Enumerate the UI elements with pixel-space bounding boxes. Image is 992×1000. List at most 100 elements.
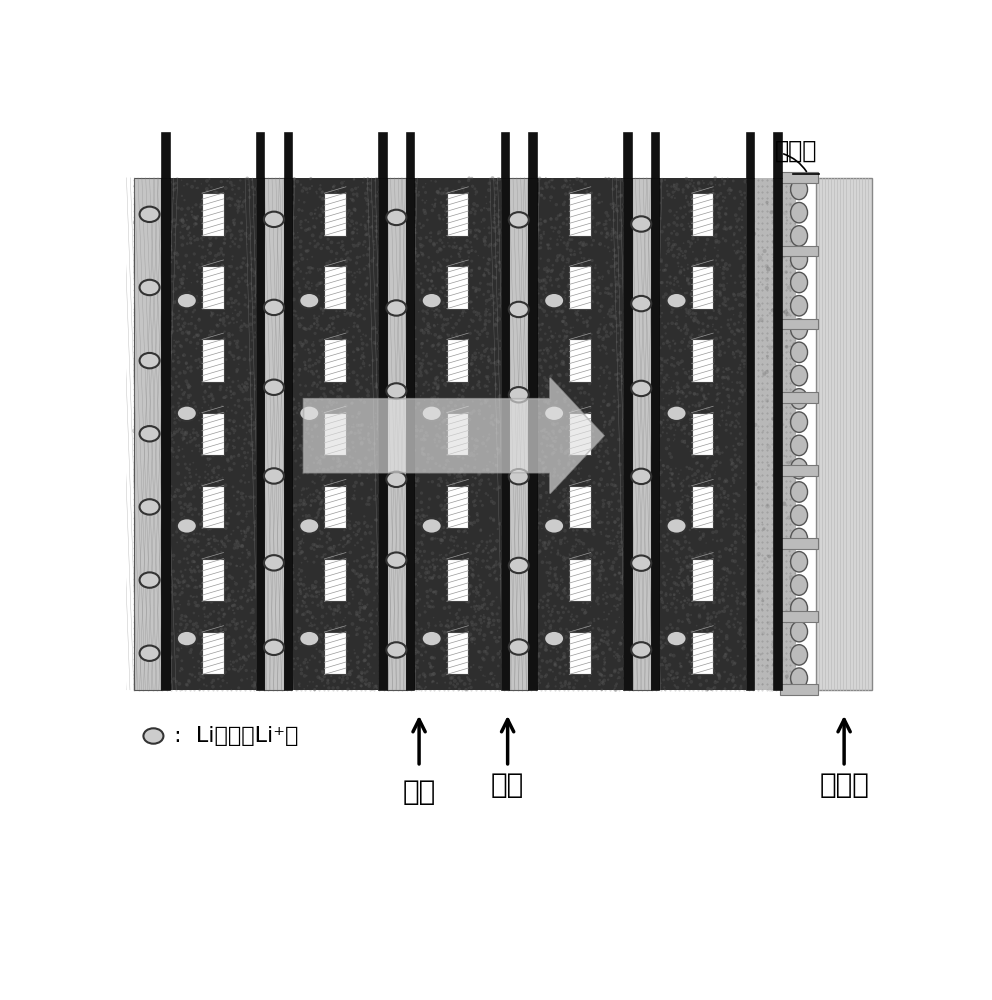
Point — [720, 399, 736, 415]
Point — [335, 242, 351, 258]
Point — [183, 235, 198, 251]
Point — [277, 527, 293, 543]
Point — [633, 431, 649, 447]
Point — [736, 495, 752, 511]
Point — [437, 431, 453, 447]
Ellipse shape — [631, 296, 651, 311]
Point — [183, 429, 198, 445]
Point — [411, 279, 427, 295]
Point — [127, 305, 143, 321]
Point — [331, 647, 347, 663]
Point — [463, 267, 479, 283]
Point — [485, 417, 501, 433]
Point — [315, 237, 331, 253]
Point — [343, 278, 359, 294]
Point — [167, 197, 183, 213]
Point — [723, 452, 739, 468]
Bar — [691, 339, 713, 382]
Point — [470, 377, 486, 393]
Point — [544, 219, 559, 235]
Point — [595, 674, 611, 690]
Point — [213, 624, 229, 640]
Point — [717, 646, 733, 662]
Point — [348, 566, 364, 582]
Point — [549, 293, 564, 309]
Point — [615, 649, 631, 665]
Point — [549, 430, 564, 446]
Point — [225, 658, 241, 674]
Point — [317, 620, 333, 636]
Point — [606, 204, 622, 220]
Point — [710, 217, 726, 233]
Point — [418, 604, 434, 620]
Point — [633, 613, 649, 629]
Point — [242, 227, 258, 243]
Ellipse shape — [386, 210, 407, 225]
Point — [415, 191, 431, 207]
Point — [226, 352, 242, 368]
Point — [374, 588, 390, 604]
Point — [225, 441, 241, 457]
Point — [489, 606, 505, 622]
Point — [226, 414, 242, 430]
Point — [533, 490, 549, 506]
Point — [444, 665, 460, 681]
Point — [601, 499, 617, 515]
Point — [710, 234, 726, 250]
Point — [568, 608, 584, 624]
Point — [203, 309, 219, 325]
Point — [565, 176, 581, 192]
Point — [573, 218, 589, 234]
Point — [310, 288, 326, 304]
Point — [209, 582, 225, 598]
Point — [408, 383, 424, 399]
Point — [597, 319, 613, 335]
Point — [538, 642, 554, 658]
Point — [333, 240, 349, 256]
Point — [186, 459, 201, 475]
Point — [222, 171, 238, 187]
Point — [435, 550, 451, 566]
Point — [558, 492, 573, 508]
Point — [350, 326, 366, 342]
Point — [316, 380, 332, 396]
Point — [460, 239, 476, 255]
Point — [582, 653, 598, 669]
Point — [324, 357, 340, 373]
Point — [554, 259, 569, 275]
Point — [193, 352, 209, 368]
Point — [781, 666, 797, 682]
Bar — [202, 559, 223, 601]
Point — [551, 205, 566, 221]
Point — [509, 421, 525, 437]
Point — [684, 188, 700, 204]
Point — [235, 584, 251, 600]
Point — [152, 260, 168, 276]
Point — [312, 496, 328, 512]
Point — [460, 594, 476, 610]
Point — [611, 428, 627, 444]
Point — [436, 559, 452, 575]
Point — [479, 601, 495, 617]
Point — [410, 248, 426, 264]
Point — [165, 381, 181, 397]
Point — [214, 398, 230, 414]
Point — [568, 489, 584, 505]
Point — [183, 387, 198, 403]
Point — [666, 673, 682, 689]
Point — [368, 472, 384, 488]
Point — [247, 627, 263, 643]
Point — [215, 644, 231, 660]
Point — [462, 234, 478, 250]
Point — [573, 293, 589, 309]
Ellipse shape — [791, 482, 807, 502]
Point — [731, 622, 747, 638]
Point — [171, 601, 186, 617]
Point — [305, 474, 320, 490]
Point — [691, 356, 707, 372]
Point — [684, 656, 700, 672]
Point — [295, 267, 310, 283]
Point — [210, 537, 226, 553]
Point — [556, 215, 571, 231]
Point — [407, 470, 423, 486]
